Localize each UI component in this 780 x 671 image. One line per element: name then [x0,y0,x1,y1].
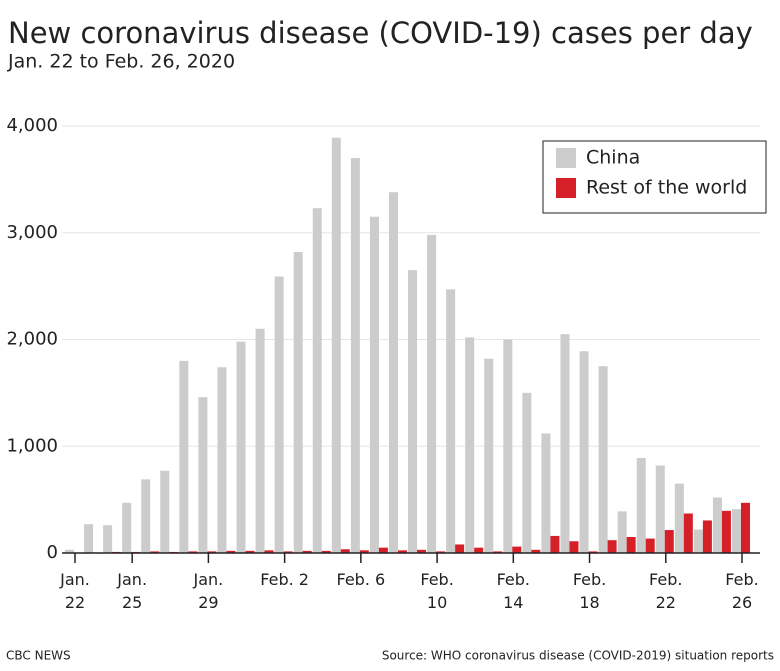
x-tick-label: Feb. 18 [572,570,607,612]
bar [598,366,608,553]
y-tick-label: 2,000 [6,329,58,350]
bar [255,328,265,553]
bar [693,529,703,553]
x-tick-label: Feb. 26 [725,570,759,612]
bar [331,137,341,553]
bar [465,337,475,553]
bar [436,551,446,553]
bar [141,479,151,553]
legend-label: China [586,147,640,169]
bar [179,360,189,553]
legend-box [542,140,767,214]
bar [150,551,160,553]
bar [245,550,255,553]
bar [560,334,570,553]
bar [512,546,522,553]
bar [455,544,465,553]
x-tick-label: Feb. 10 [420,570,454,612]
bar [588,551,598,553]
bar [226,550,236,553]
x-tick-label: Feb. 6 [336,570,386,589]
bar [427,234,437,553]
bar [664,530,674,553]
bar [655,465,665,553]
bar [207,551,217,553]
bar [408,270,418,553]
bar [65,549,74,553]
bar [617,511,627,553]
legend-swatch [556,148,576,168]
bar [541,433,551,553]
bar [569,541,579,553]
bar [122,502,132,553]
y-tick-label: 0 [47,542,58,563]
bar [721,510,731,553]
x-tick-label: Jan. 25 [117,570,148,612]
bar [160,470,170,553]
bar [369,216,379,554]
x-tick-label: Feb. 2 [260,570,309,589]
bar [636,457,646,553]
bar [683,513,693,553]
bar [84,524,94,553]
bar [359,550,369,553]
legend-label: Rest of the world [586,177,747,199]
y-tick-label: 4,000 [6,115,58,136]
bar [702,520,712,553]
bar [741,502,750,553]
bar [645,538,655,553]
bar [493,551,503,553]
bar [198,397,208,553]
bar [503,339,513,553]
bar [474,547,484,553]
bar [397,550,407,553]
x-tick-label: Feb. 14 [496,570,531,612]
bar [531,549,541,553]
chart-title: New coronavirus disease (COVID-19) cases… [8,16,753,50]
y-tick-label: 3,000 [6,222,58,243]
bar [446,289,456,553]
bar [236,341,246,553]
bar [417,549,427,553]
source: Source: WHO coronavirus disease (COVID-2… [382,649,774,663]
legend-swatch [556,178,576,198]
bar [712,497,722,553]
bar [350,158,360,553]
bar [674,483,684,553]
bar [378,547,388,553]
bar [188,551,198,553]
bar [607,540,617,553]
bar [283,551,293,553]
bar [217,367,227,553]
x-tick-label: Jan. 22 [60,570,90,612]
footer-left: CBC NEWS [6,649,71,663]
bar [340,549,350,553]
bar [274,276,284,553]
bar [388,192,398,553]
bar [312,208,322,553]
x-tick-label: Feb. 22 [649,570,683,612]
x-tick-label: Jan. 29 [193,570,224,612]
bar [321,550,331,553]
bar [484,358,494,553]
bar [103,525,113,553]
chart-subtitle: Jan. 22 to Feb. 26, 2020 [7,51,235,73]
bar [550,535,560,553]
bar [264,550,274,553]
bar [293,251,303,553]
bar [302,550,312,553]
bar [579,351,589,553]
y-tick-label: 1,000 [6,435,58,456]
bar [522,392,532,553]
bar [626,536,636,553]
bar [732,509,741,553]
